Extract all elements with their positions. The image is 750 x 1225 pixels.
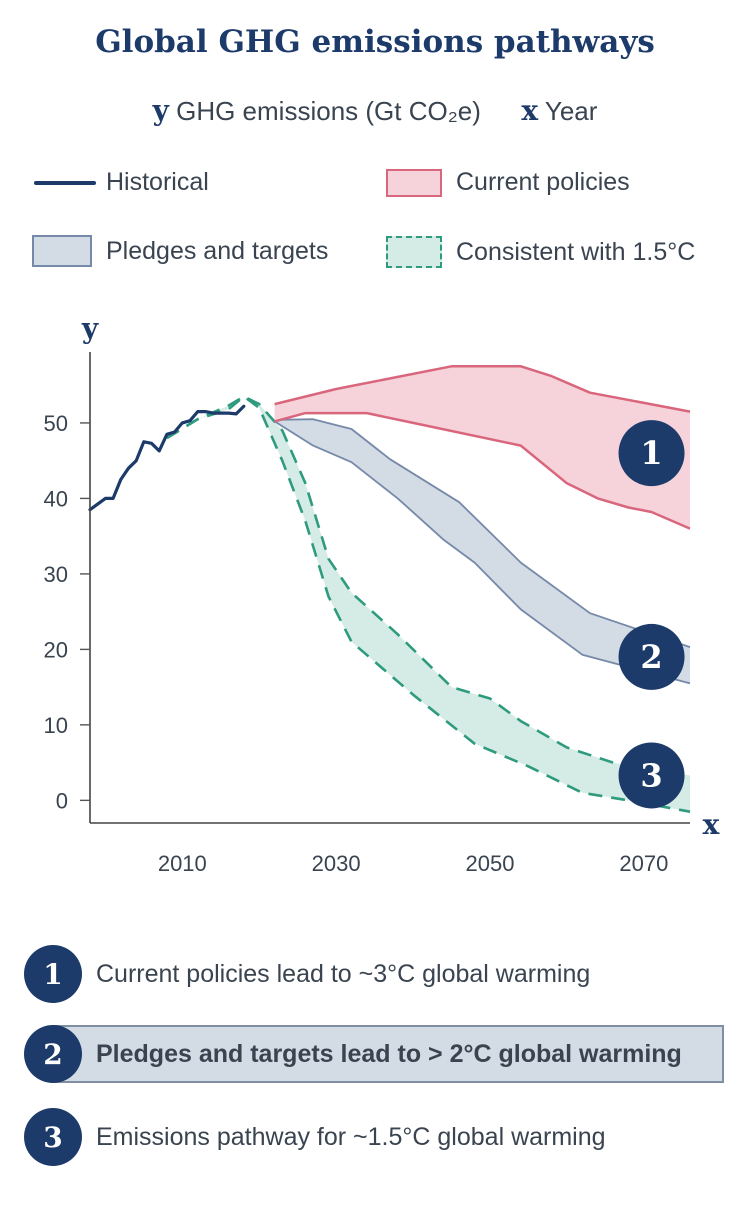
note-2-text: Pledges and targets lead to > 2°C global… bbox=[96, 1039, 682, 1068]
chart-title: Global GHG emissions pathways bbox=[95, 24, 655, 60]
current-policies-swatch-icon bbox=[386, 168, 442, 197]
legend-current-policies-label: Current policies bbox=[456, 168, 630, 196]
axis-definition: y GHG emissions (Gt CO₂e) x Year bbox=[0, 94, 750, 127]
band-upper-pledges-and-targets bbox=[274, 418, 691, 648]
band-upper-consistent-with-1-5-c bbox=[166, 395, 691, 777]
band-pledges-and-targets bbox=[274, 419, 690, 684]
marker-label-1: 1 bbox=[640, 434, 662, 472]
x-tick-label-2030: 2030 bbox=[312, 851, 361, 876]
y-axis-symbol: y bbox=[152, 94, 169, 127]
note-2-badge: 2 bbox=[24, 1025, 82, 1083]
x-tick-label-2010: 2010 bbox=[158, 851, 207, 876]
note-3-text: Emissions pathway for ~1.5°C global warm… bbox=[96, 1122, 606, 1151]
band-current-policies bbox=[274, 366, 690, 529]
marker-badge-3 bbox=[618, 742, 685, 809]
note-1-badge: 1 bbox=[24, 945, 82, 1003]
band-lower-current-policies bbox=[274, 411, 691, 530]
x-axis-symbol: x bbox=[521, 94, 539, 127]
legend-consistent-label: Consistent with 1.5°C bbox=[456, 237, 696, 266]
x-tick-label-2070: 2070 bbox=[619, 851, 668, 876]
band-lower-pledges-and-targets bbox=[274, 420, 691, 685]
note-2: 2 Pledges and targets lead to > 2°C glob… bbox=[24, 1025, 682, 1083]
legend-current-policies: Current policies bbox=[386, 168, 630, 197]
y-tick-label-40: 40 bbox=[44, 486, 68, 511]
pledges-swatch-icon bbox=[32, 235, 92, 267]
marker-badge-1 bbox=[618, 420, 685, 487]
marker-label-3: 3 bbox=[640, 756, 662, 794]
legend-consistent: Consistent with 1.5°C bbox=[386, 236, 695, 268]
y-tick-label-10: 10 bbox=[44, 713, 68, 738]
historical-line bbox=[88, 404, 246, 512]
legend-pledges: Pledges and targets bbox=[32, 235, 328, 267]
legend-historical: Historical bbox=[34, 168, 209, 197]
x-axis-description: Year bbox=[544, 96, 598, 126]
note-1-text: Current policies lead to ~3°C global war… bbox=[96, 959, 591, 988]
y-tick-label-0: 0 bbox=[56, 788, 68, 813]
consistent-swatch-icon bbox=[386, 236, 442, 268]
y-axis-description: GHG emissions (Gt CO₂e) bbox=[176, 96, 481, 126]
marker-label-2: 2 bbox=[640, 638, 662, 676]
x-axis-label: x bbox=[703, 808, 720, 841]
legend-pledges-label: Pledges and targets bbox=[106, 236, 329, 265]
y-axis-label: y bbox=[81, 312, 99, 345]
x-tick-label-2050: 2050 bbox=[466, 851, 515, 876]
historical-swatch-icon bbox=[34, 180, 96, 185]
y-tick-label-50: 50 bbox=[44, 411, 68, 436]
band-lower-consistent-with-1-5-c bbox=[166, 395, 691, 813]
marker-badge-2 bbox=[618, 623, 685, 690]
note-3-badge: 3 bbox=[24, 1108, 82, 1166]
y-tick-label-20: 20 bbox=[44, 637, 68, 662]
legend-historical-label: Historical bbox=[106, 168, 209, 196]
note-3: 3 Emissions pathway for ~1.5°C global wa… bbox=[24, 1108, 606, 1166]
note-1: 1 Current policies lead to ~3°C global w… bbox=[24, 945, 590, 1003]
band-upper-current-policies bbox=[274, 365, 691, 413]
y-tick-label-30: 30 bbox=[44, 562, 68, 587]
